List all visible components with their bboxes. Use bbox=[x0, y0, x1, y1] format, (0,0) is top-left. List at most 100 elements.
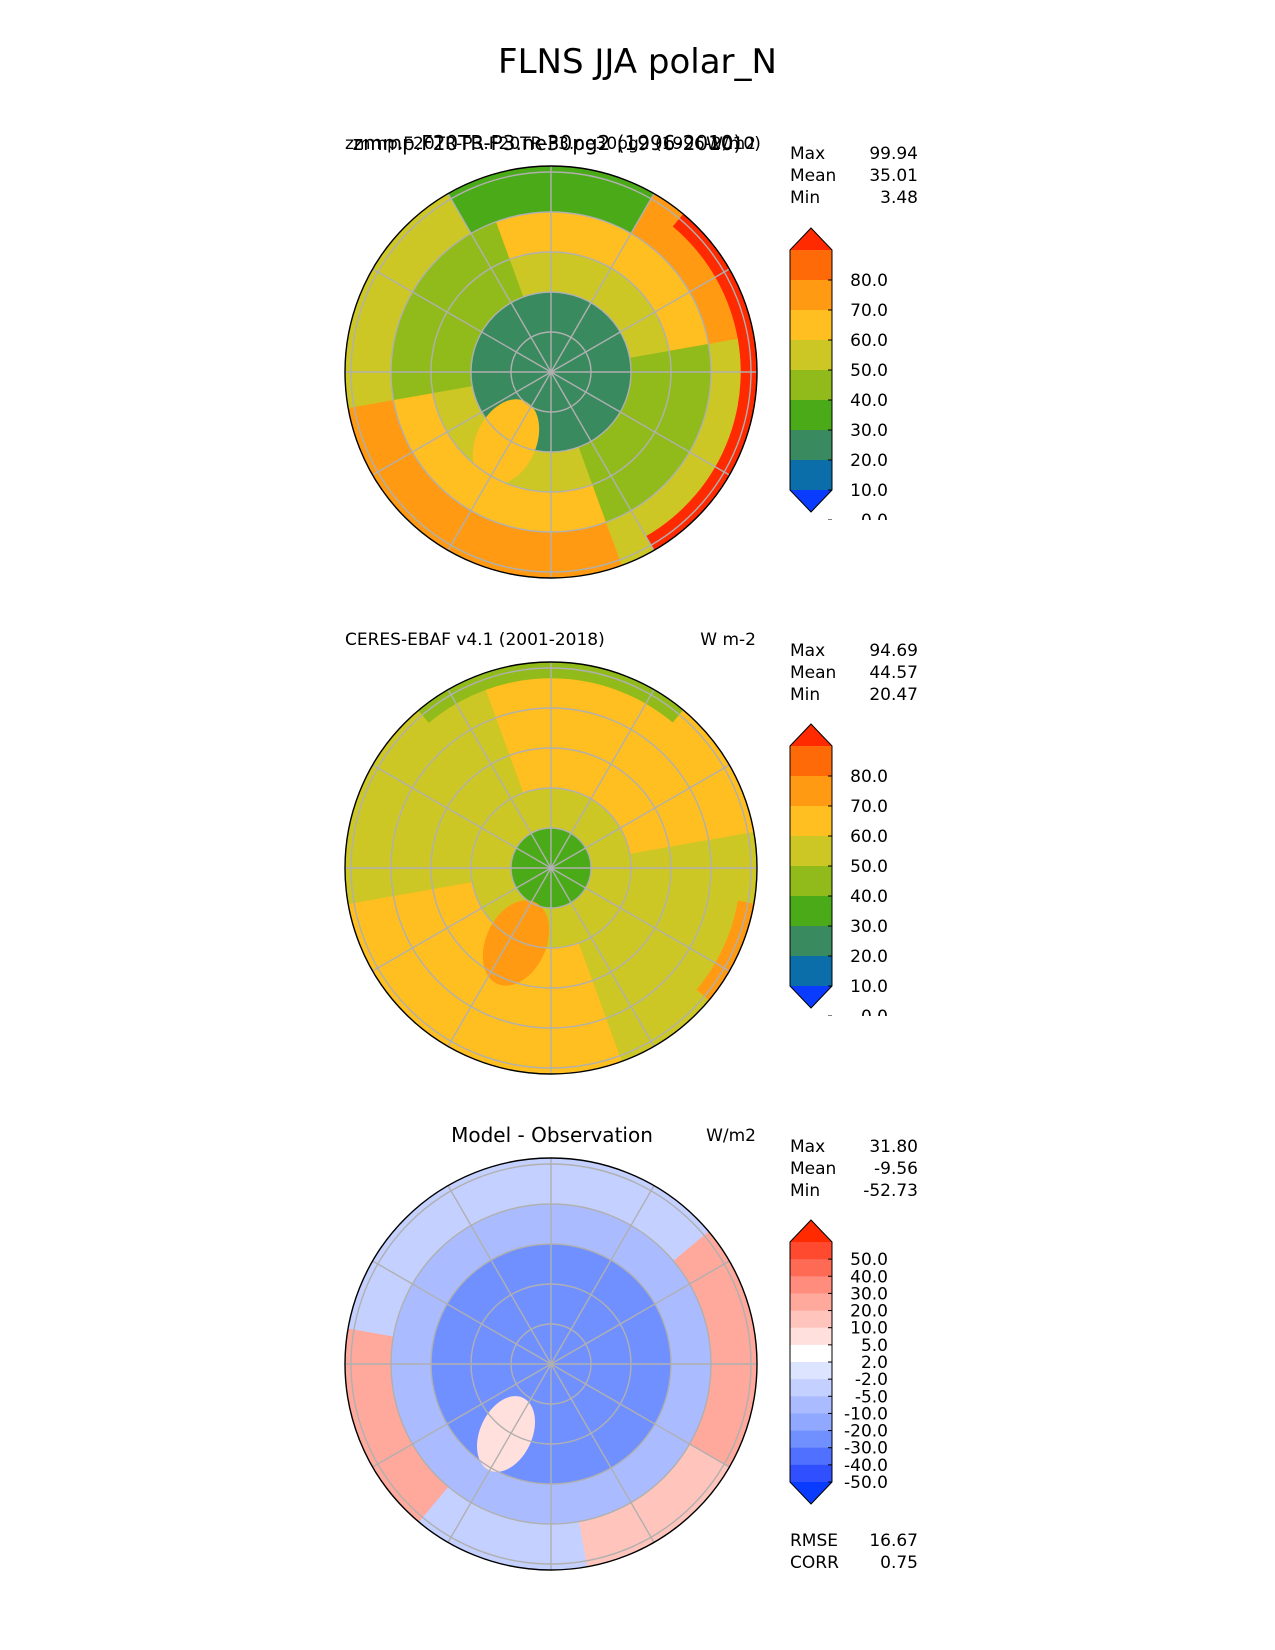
colorbar-tick-label: 30.0 bbox=[850, 917, 888, 937]
meridian-line bbox=[445, 371, 552, 555]
panel-3-stats: Max 31.80 Mean -9.56 Min -52.73 bbox=[790, 1137, 918, 1207]
stat-row-mean: Mean -9.56 bbox=[790, 1159, 918, 1181]
meridian-line bbox=[368, 1363, 552, 1470]
field-cell bbox=[517, 1173, 554, 1207]
map-boundary bbox=[344, 165, 758, 579]
colorbar-swatch bbox=[790, 1362, 832, 1380]
map-graticule bbox=[345, 166, 757, 578]
panel-2-title-left: CERES-EBAF v4.1 (2001-2018) bbox=[345, 630, 605, 650]
stat-row-min: Min 20.47 bbox=[790, 685, 918, 707]
colorbar-tick-label: 80.0 bbox=[850, 271, 888, 291]
panel-1-title-center: zmmp.F20TR-P3.ne30pg2 (1996-2010) bbox=[352, 131, 742, 155]
metric-row-corr: CORR 0.75 bbox=[790, 1553, 918, 1575]
colorbar-swatch bbox=[790, 1259, 832, 1277]
panel-2-units: W m-2 bbox=[700, 630, 756, 650]
metric-label: RMSE bbox=[790, 1531, 839, 1551]
colorbar-swatch bbox=[790, 1310, 832, 1329]
colorbar-tick-label: -2.0 bbox=[855, 1370, 888, 1390]
colorbar-tick-label: 20.0 bbox=[850, 947, 888, 967]
stat-row-max: Max 99.94 bbox=[790, 144, 918, 166]
stat-value: 3.48 bbox=[880, 188, 918, 208]
panel-1-polar-map bbox=[344, 165, 758, 579]
stat-label: Min bbox=[790, 685, 821, 705]
stat-label: Mean bbox=[790, 1159, 837, 1179]
colorbar-tick-label: 10.0 bbox=[850, 977, 888, 997]
map-boundary bbox=[344, 1157, 758, 1571]
field-cell bbox=[517, 677, 554, 711]
colorbar-swatches bbox=[790, 1220, 832, 1504]
meridian-line bbox=[445, 685, 552, 869]
colorbar-tick-label: 40.0 bbox=[850, 391, 888, 411]
meridian-line bbox=[550, 1363, 734, 1470]
stat-row-mean: Mean 35.01 bbox=[790, 166, 918, 188]
colorbar-swatch bbox=[790, 370, 832, 401]
field-cell bbox=[548, 1025, 585, 1059]
colorbar-swatch bbox=[790, 776, 832, 807]
colorbar-swatch bbox=[790, 280, 832, 311]
field-cell bbox=[360, 369, 394, 406]
stat-row-max: Max 94.69 bbox=[790, 641, 918, 663]
colorbar-swatch bbox=[790, 1413, 832, 1432]
stat-value: 31.80 bbox=[869, 1137, 918, 1157]
colorbar-extend-min bbox=[790, 1482, 832, 1504]
colorbar-swatch bbox=[790, 1464, 832, 1483]
metric-row-rmse: RMSE 16.67 bbox=[790, 1531, 918, 1553]
panel-1-colorbar: 80.0 70.0 60.0 50.0 40.0 30.0 20.0 10.0 0.0 bbox=[789, 227, 888, 520]
map-graticule bbox=[345, 662, 757, 1074]
colorbar-extend-max bbox=[790, 228, 832, 250]
colorbar-tick-label: 40.0 bbox=[850, 1267, 888, 1287]
colorbar-tick-label: -30.0 bbox=[844, 1439, 888, 1459]
meridian-line bbox=[368, 371, 552, 478]
colorbar-swatch bbox=[790, 1276, 832, 1295]
stat-row-max: Max 31.80 bbox=[790, 1137, 918, 1159]
stat-label: Mean bbox=[790, 663, 837, 683]
colorbar-tick-label: -10.0 bbox=[844, 1404, 888, 1424]
colorbar-swatch bbox=[790, 1344, 832, 1363]
colorbar-tick-label: 5.0 bbox=[861, 1336, 888, 1356]
colorbar-swatch bbox=[790, 1293, 832, 1312]
map-graticule bbox=[345, 1158, 757, 1570]
field-cell bbox=[708, 1330, 742, 1367]
figure-title: FLNS JJA polar_N bbox=[498, 42, 777, 82]
stat-value: 94.69 bbox=[869, 641, 918, 661]
colorbar-tick-label: -40.0 bbox=[844, 1456, 888, 1476]
colorbar-swatch bbox=[790, 896, 832, 927]
colorbar-tick-label: 70.0 bbox=[850, 797, 888, 817]
stat-row-min: Min 3.48 bbox=[790, 188, 918, 210]
stat-row-mean: Mean 44.57 bbox=[790, 663, 918, 685]
stat-value: -52.73 bbox=[863, 1181, 918, 1201]
meridian-line bbox=[550, 867, 657, 1051]
meridian-line bbox=[368, 1258, 552, 1365]
colorbar-tick-label: 50.0 bbox=[850, 1250, 888, 1270]
colorbar-tick-label: 20.0 bbox=[850, 451, 888, 471]
meridian-line bbox=[368, 266, 552, 373]
stat-value: 44.57 bbox=[869, 663, 918, 683]
meridian-line bbox=[550, 867, 734, 974]
colorbar-tick-label: 60.0 bbox=[850, 331, 888, 351]
metric-value: 0.75 bbox=[880, 1553, 918, 1573]
stat-row-min: Min -52.73 bbox=[790, 1181, 918, 1203]
meridian-line bbox=[550, 189, 657, 373]
colorbar-swatch bbox=[790, 836, 832, 867]
colorbar-tick-label: 40.0 bbox=[850, 887, 888, 907]
field-cell bbox=[360, 865, 394, 902]
stat-label: Max bbox=[790, 641, 826, 661]
stat-label: Max bbox=[790, 1137, 826, 1157]
panel-1-units: W/m2 bbox=[706, 134, 756, 154]
field-cell bbox=[360, 1361, 394, 1398]
colorbar-swatch bbox=[790, 400, 832, 431]
colorbar-tick-label: 0.0 bbox=[861, 1007, 888, 1016]
stat-value: 20.47 bbox=[869, 685, 918, 705]
panel-3-units: W/m2 bbox=[706, 1126, 756, 1146]
meridian-line bbox=[550, 371, 734, 478]
colorbar-tick-label: 10.0 bbox=[850, 1319, 888, 1339]
colorbar-extend-min bbox=[790, 490, 832, 512]
meridian-line bbox=[550, 1363, 657, 1547]
stat-label: Min bbox=[790, 1181, 821, 1201]
field-cell bbox=[548, 1521, 585, 1555]
colorbar-extend-max bbox=[790, 724, 832, 746]
colorbar-tick-label: 50.0 bbox=[850, 361, 888, 381]
colorbar-tick-label: 60.0 bbox=[850, 827, 888, 847]
map-boundary bbox=[344, 661, 758, 1075]
colorbar-swatch bbox=[790, 430, 832, 461]
